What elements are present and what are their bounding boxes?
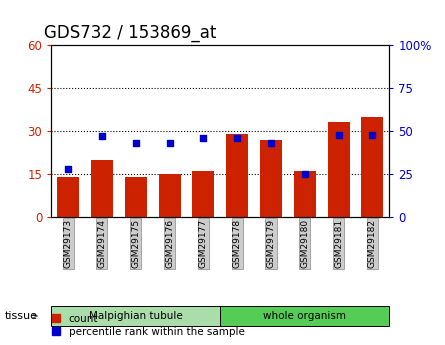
- Bar: [91, 160, 113, 217]
- Point: [65, 166, 72, 172]
- Point: [234, 135, 241, 141]
- Point: [301, 171, 308, 177]
- Text: GSM29175: GSM29175: [131, 219, 140, 268]
- Text: GSM29182: GSM29182: [368, 219, 377, 268]
- Text: GSM29177: GSM29177: [199, 219, 208, 268]
- Text: GSM29179: GSM29179: [267, 219, 275, 268]
- Point: [335, 132, 342, 137]
- Bar: [260, 140, 282, 217]
- Bar: [328, 122, 350, 217]
- Bar: [361, 117, 384, 217]
- Text: GSM29180: GSM29180: [300, 219, 309, 268]
- Text: tissue: tissue: [4, 311, 37, 321]
- Bar: [294, 171, 316, 217]
- Text: GSM29178: GSM29178: [233, 219, 242, 268]
- Point: [369, 132, 376, 137]
- Text: GSM29174: GSM29174: [97, 219, 106, 268]
- Point: [132, 140, 139, 146]
- Bar: [192, 171, 214, 217]
- Legend: count, percentile rank within the sample: count, percentile rank within the sample: [52, 314, 244, 337]
- Text: GSM29176: GSM29176: [165, 219, 174, 268]
- Text: GSM29181: GSM29181: [334, 219, 343, 268]
- Text: GSM29173: GSM29173: [64, 219, 73, 268]
- Text: whole organism: whole organism: [263, 311, 346, 321]
- Text: Malpighian tubule: Malpighian tubule: [89, 311, 182, 321]
- Point: [166, 140, 173, 146]
- Point: [98, 134, 105, 139]
- Point: [267, 140, 275, 146]
- Bar: [158, 174, 181, 217]
- Point: [200, 135, 207, 141]
- Bar: [226, 134, 248, 217]
- Bar: [57, 177, 79, 217]
- Bar: [125, 177, 147, 217]
- Text: GDS732 / 153869_at: GDS732 / 153869_at: [44, 24, 217, 42]
